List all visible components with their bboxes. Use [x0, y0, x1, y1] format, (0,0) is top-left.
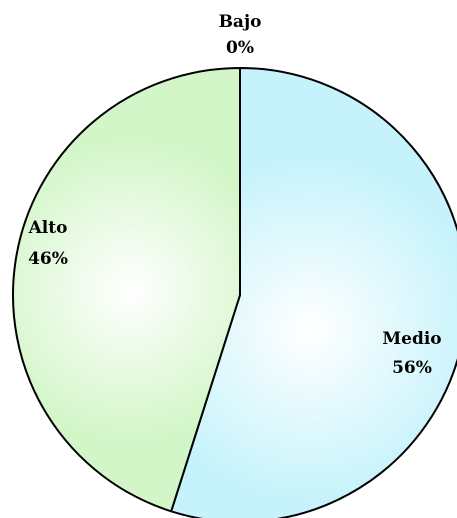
pie-slices — [12, 67, 457, 518]
slice-value-bajo: 0% — [226, 38, 254, 58]
pie-slice-alto — [12, 67, 241, 513]
slice-label-medio: Medio — [382, 329, 441, 349]
slice-label-bajo: Bajo — [219, 12, 262, 32]
slice-value-alto: 46% — [28, 249, 68, 269]
slice-value-medio: 56% — [392, 358, 432, 378]
slice-labels: Bajo 0% Medio 56% Alto 46% — [28, 12, 442, 378]
slice-label-alto: Alto — [28, 218, 68, 238]
